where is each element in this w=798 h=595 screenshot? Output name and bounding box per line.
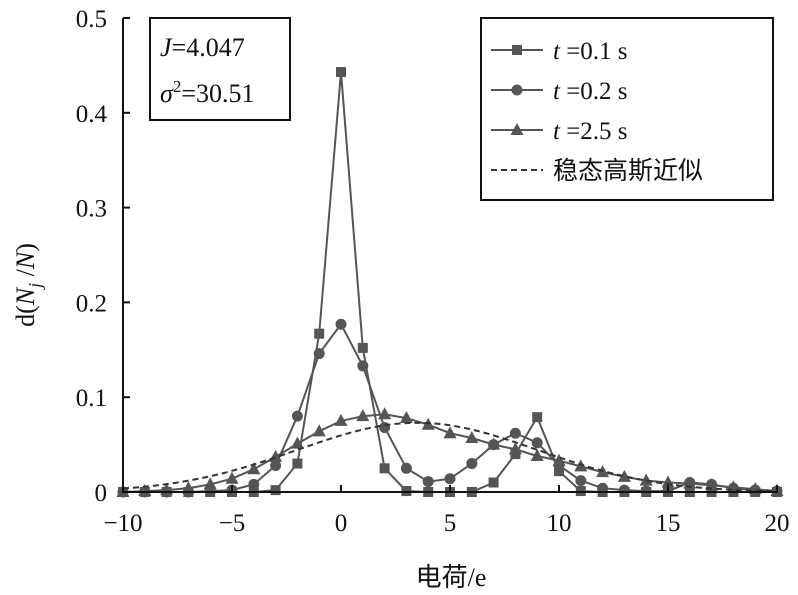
y-axis-title-n2: N (11, 250, 40, 270)
legend-item-3: 稳态高斯近似 (491, 157, 703, 185)
y-tick-label: 0.1 (76, 385, 107, 412)
y-axis-title-sub: j (25, 283, 45, 290)
y-tick-label: 0.4 (76, 101, 108, 128)
y-axis-title: d(Nj /N) (11, 243, 45, 327)
data-point-0 (488, 477, 499, 488)
legend-label: t =0.2 s (553, 78, 628, 105)
x-tick-label: 20 (765, 510, 790, 537)
x-tick-label: 10 (547, 510, 572, 537)
data-point-2 (508, 442, 522, 455)
data-point-2 (203, 477, 217, 490)
info-sigma-number: =30.51 (181, 79, 254, 108)
data-point-1 (270, 459, 282, 471)
data-point-1 (618, 484, 630, 496)
data-point-2 (617, 469, 631, 482)
data-point-1 (357, 360, 369, 372)
data-point-2 (356, 409, 370, 422)
info-sigma-symbol: σ (160, 79, 174, 108)
legend-label: 稳态高斯近似 (553, 157, 703, 185)
data-point-2 (487, 437, 501, 450)
x-tick-label: 15 (656, 510, 681, 537)
info-box: J=4.047 σ2=30.51 (149, 17, 291, 121)
legend-swatch-marker (510, 123, 524, 135)
series-line-1 (123, 322, 778, 493)
data-point-2 (465, 430, 479, 443)
data-point-2 (378, 407, 392, 420)
legend-swatch-marker (511, 84, 523, 96)
data-point-2 (639, 473, 653, 486)
data-point-1 (379, 422, 391, 434)
data-point-2 (181, 481, 195, 494)
x-tick-label: −5 (219, 510, 246, 537)
y-axis-title-slash: / (11, 268, 40, 283)
data-point-1 (597, 482, 609, 494)
data-point-1 (313, 348, 325, 360)
data-point-0 (357, 342, 368, 353)
series-line-3 (122, 421, 778, 493)
data-point-0 (270, 485, 281, 496)
legend-label: t =0.1 s (553, 38, 628, 65)
data-point-0 (314, 328, 325, 339)
data-point-0 (292, 458, 303, 469)
data-point-2 (138, 484, 152, 497)
y-axis-title-n: N (11, 286, 40, 306)
ticks-layer: −10 −5 0 5 10 15 20 0 0.1 0.2 0.3 0.4 0.5 (76, 6, 790, 537)
legend-frame (480, 17, 774, 201)
y-tick-label: 0.3 (76, 196, 107, 223)
y-tick-label: 0.5 (76, 6, 107, 33)
y-tick-label: 0 (95, 480, 108, 507)
data-point-1 (531, 437, 543, 449)
data-point-2 (530, 448, 544, 461)
data-point-0 (336, 67, 346, 78)
info-box-frame (149, 17, 291, 121)
info-sigma-sup: 2 (173, 77, 182, 96)
data-point-1 (335, 318, 347, 330)
legend-item-0: t =0.1 s (491, 38, 628, 65)
data-point-0 (379, 463, 390, 474)
x-tick-label: −10 (103, 510, 142, 537)
info-j-value: J=4.047 (160, 33, 245, 62)
data-point-2 (312, 424, 326, 437)
data-point-1 (291, 410, 303, 422)
series-3 (122, 421, 778, 493)
data-point-1 (248, 478, 260, 490)
data-point-2 (443, 426, 457, 439)
legend-swatch-marker (512, 45, 522, 55)
data-point-2 (334, 413, 348, 426)
data-point-1 (575, 475, 587, 487)
x-tick-label: 5 (444, 510, 457, 537)
x-axis-title: 电荷/e (416, 563, 487, 592)
data-point-2 (290, 436, 304, 449)
legend-item-2: t =2.5 s (491, 118, 628, 145)
legend: t =0.1 s t =0.2 s t =2.5 s 稳态高斯近似 (480, 17, 774, 201)
legend-item-1: t =0.2 s (491, 78, 628, 105)
info-sigma-value: σ2=30.51 (160, 77, 255, 108)
y-axis-title-open: d( (11, 305, 40, 327)
data-point-2 (247, 462, 261, 475)
x-tick-label: 0 (335, 510, 348, 537)
data-point-1 (444, 473, 456, 485)
data-point-0 (532, 412, 543, 423)
data-point-2 (552, 453, 566, 466)
data-point-1 (509, 427, 521, 439)
legend-label: t =2.5 s (553, 118, 628, 145)
y-axis-title-close: ) (11, 243, 40, 252)
data-point-0 (554, 466, 564, 477)
y-tick-label: 0.2 (76, 290, 107, 317)
data-point-2 (399, 411, 413, 424)
series-1 (117, 318, 783, 498)
data-point-1 (400, 462, 412, 474)
info-j-number: =4.047 (172, 33, 245, 62)
info-j-symbol: J (160, 33, 173, 62)
data-point-1 (422, 476, 434, 488)
data-point-1 (466, 458, 478, 470)
data-point-2 (225, 471, 239, 484)
legend-items: t =0.1 s t =0.2 s t =2.5 s 稳态高斯近似 (491, 38, 703, 185)
